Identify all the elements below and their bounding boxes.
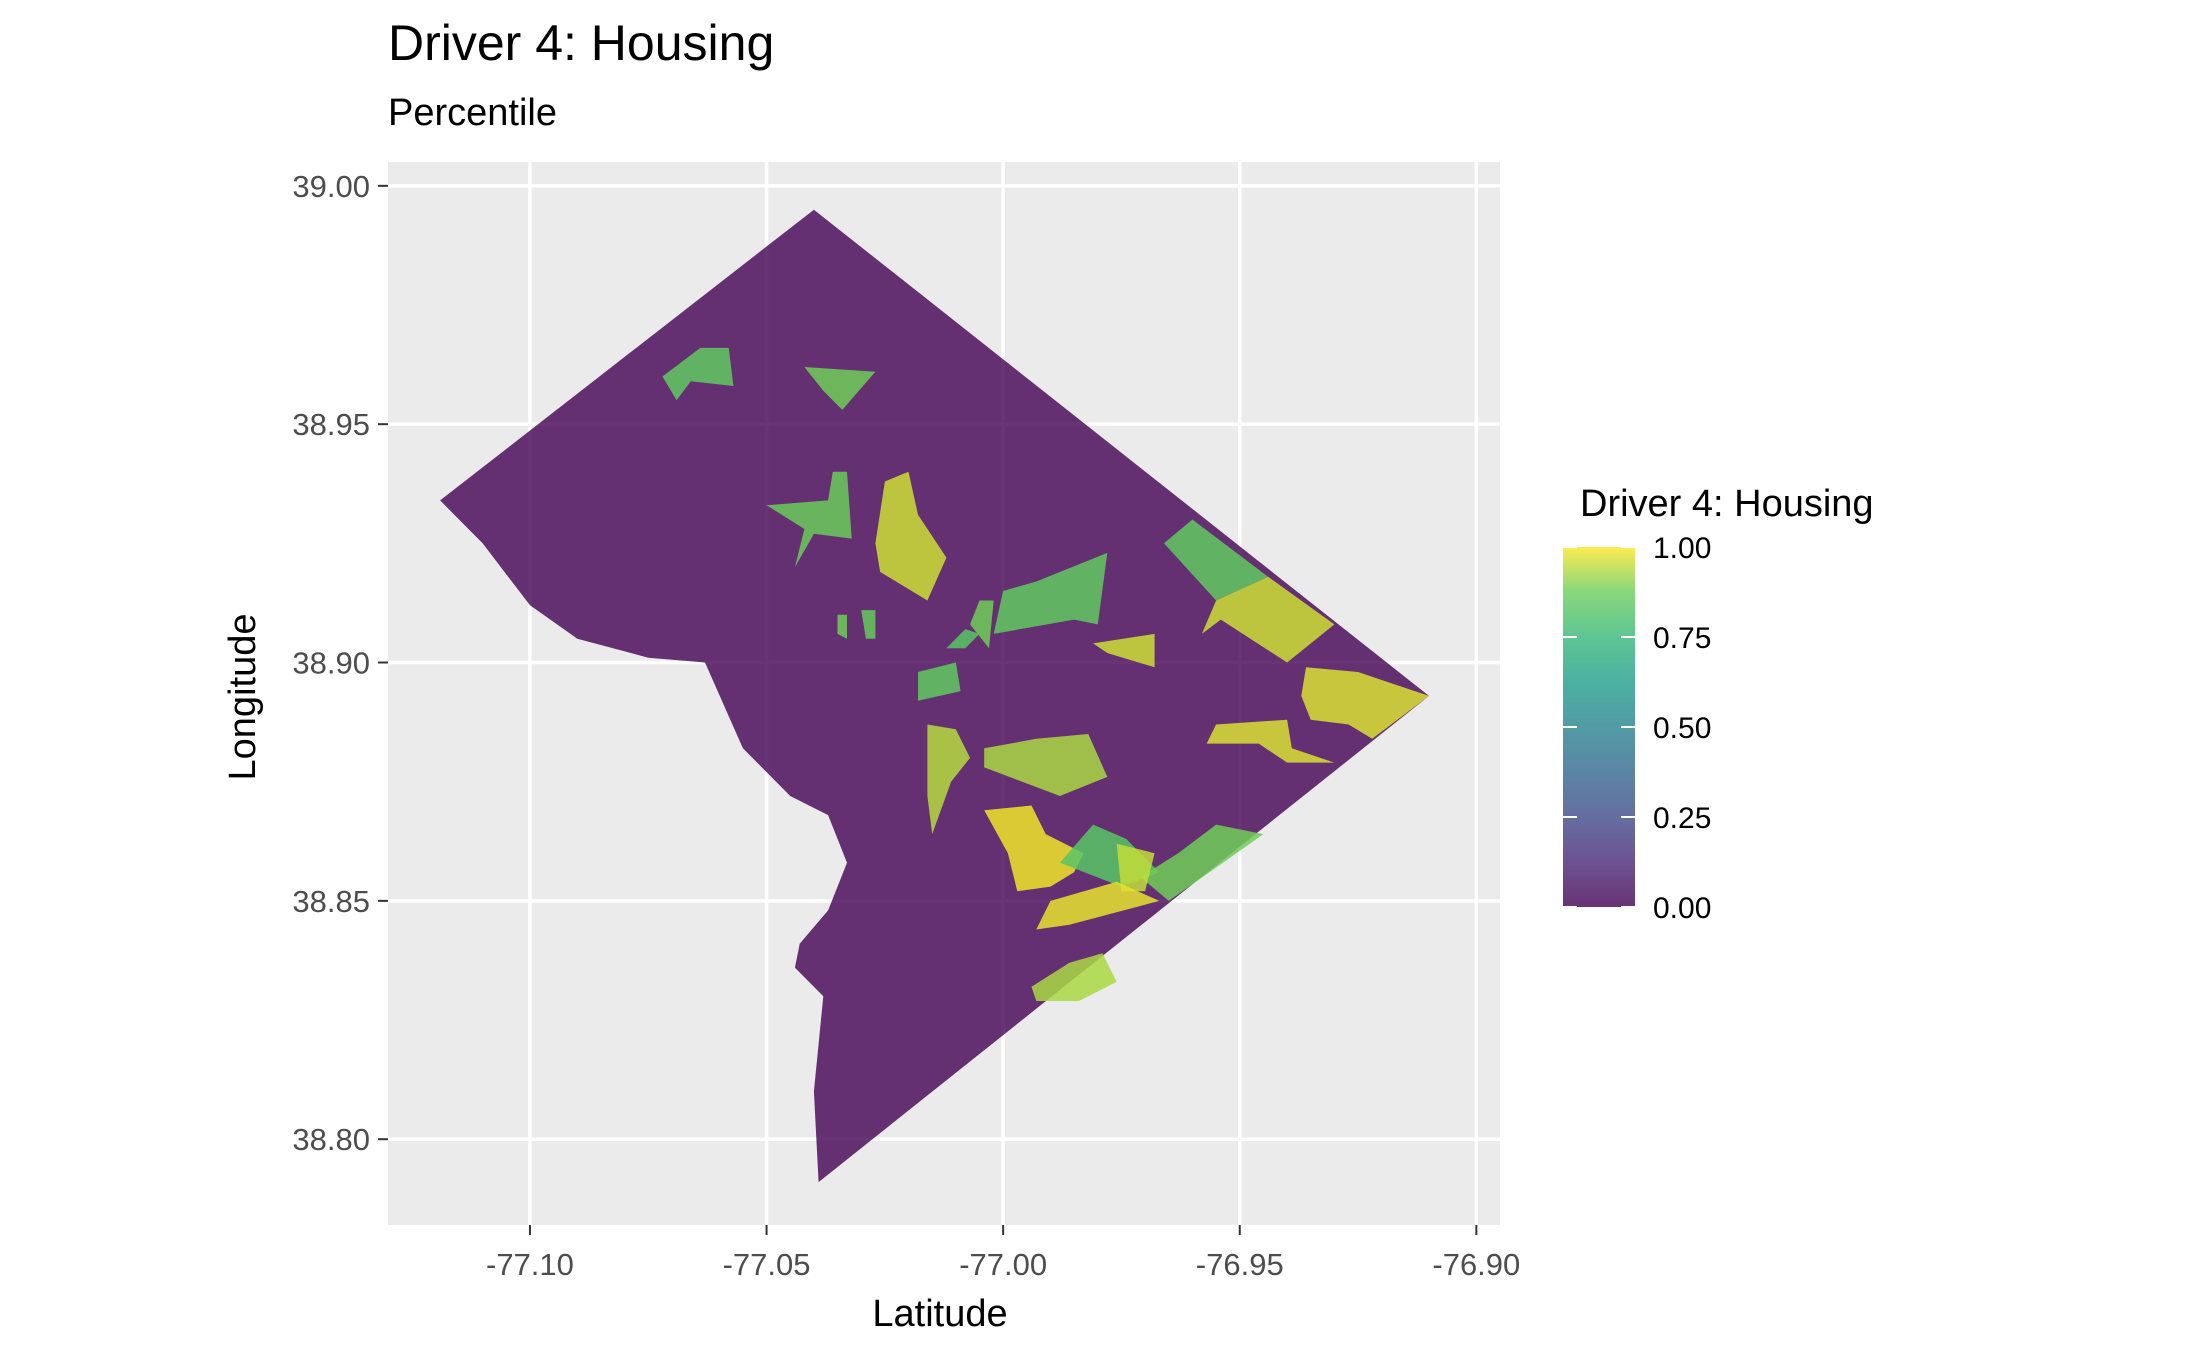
region-0 xyxy=(662,347,734,401)
region-14 xyxy=(1206,719,1335,763)
region-20 xyxy=(1116,843,1155,892)
x-tick-label-2: -77.00 xyxy=(959,1247,1047,1282)
x-axis-title: Latitude xyxy=(872,1293,1007,1335)
region-5 xyxy=(1164,519,1269,601)
y-tick-label-4: 39.00 xyxy=(292,169,370,204)
y-tick-label-3: 38.95 xyxy=(292,407,370,442)
region-12 xyxy=(1093,633,1155,668)
region-3 xyxy=(875,471,947,601)
chart-subtitle: Percentile xyxy=(388,92,557,134)
region-6 xyxy=(1201,576,1335,663)
y-axis-title: Longitude xyxy=(222,614,264,781)
region-19 xyxy=(1140,824,1264,901)
legend-label-3: 0.75 xyxy=(1653,622,1711,655)
x-tick-label-3: -76.95 xyxy=(1196,1247,1284,1282)
legend-title: Driver 4: Housing xyxy=(1580,483,1874,525)
region-4 xyxy=(993,552,1108,634)
legend-label-2: 0.50 xyxy=(1653,712,1711,745)
chart-title: Driver 4: Housing xyxy=(388,15,775,71)
x-tick-label-0: -77.10 xyxy=(486,1247,574,1282)
y-tick-label-2: 38.90 xyxy=(292,646,370,681)
legend: Driver 4: Housing 0.00 0.25 0.50 0.75 1.00 xyxy=(1563,483,1874,925)
region-7 xyxy=(970,600,994,649)
region-9 xyxy=(861,610,876,639)
region-22 xyxy=(1031,953,1117,1001)
region-8 xyxy=(837,614,847,639)
region-1 xyxy=(804,367,876,410)
legend-label-4: 1.00 xyxy=(1653,532,1711,565)
y-tick-label-0: 38.80 xyxy=(292,1122,370,1157)
region-10 xyxy=(946,629,980,649)
region-2 xyxy=(766,471,852,568)
y-tick-label-1: 38.85 xyxy=(292,884,370,919)
legend-label-0: 0.00 xyxy=(1653,892,1711,925)
x-tick-label-4: -76.90 xyxy=(1432,1247,1520,1282)
region-15 xyxy=(927,724,970,835)
x-tick-label-1: -77.05 xyxy=(723,1247,811,1282)
map-layer xyxy=(440,209,1430,1183)
x-axis: -77.10 -77.05 -77.00 -76.95 -76.90 xyxy=(486,1225,1520,1282)
legend-ticks: 0.00 0.25 0.50 0.75 1.00 xyxy=(1563,532,1711,925)
region-21 xyxy=(1036,881,1160,930)
region-16 xyxy=(984,734,1108,796)
region-13 xyxy=(1301,667,1429,739)
region-17 xyxy=(984,805,1084,892)
y-axis: 38.80 38.85 38.90 38.95 39.00 xyxy=(292,169,388,1157)
region-11 xyxy=(918,662,961,701)
legend-label-1: 0.25 xyxy=(1653,802,1711,835)
